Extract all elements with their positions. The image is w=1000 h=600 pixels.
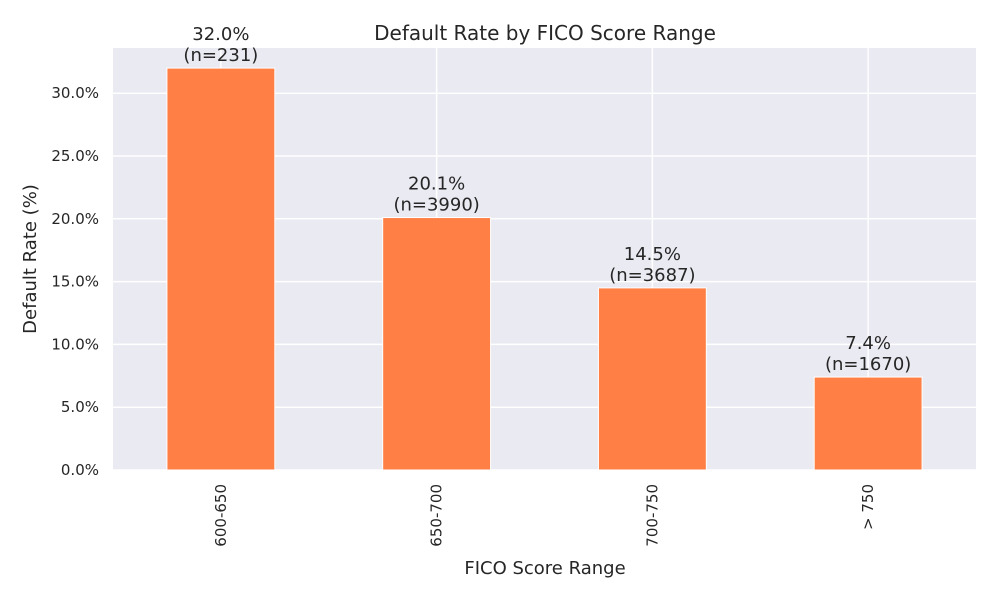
- y-axis-label: Default Rate (%): [20, 184, 41, 334]
- chart-title: Default Rate by FICO Score Range: [374, 21, 716, 45]
- x-tick-label: 600-650: [212, 484, 230, 547]
- x-axis-label: FICO Score Range: [464, 558, 625, 579]
- y-tick-label: 10.0%: [51, 335, 99, 353]
- x-tick-label: 700-750: [643, 484, 661, 547]
- bars: [166, 67, 923, 471]
- y-axis-ticks: 0.0% 5.0% 10.0% 15.0% 20.0% 25.0% 30.0%: [51, 84, 99, 479]
- x-tick-label: > 750: [859, 484, 877, 530]
- bar-value-label: 20.1% (n=3990): [393, 174, 479, 216]
- bar-value-label: 32.0% (n=231): [183, 24, 258, 66]
- y-tick-label: 30.0%: [51, 84, 99, 102]
- bar-2: [597, 287, 707, 471]
- bar-value-labels: 32.0% (n=231) 20.1% (n=3990) 14.5% (n=3687) 7.…: [183, 24, 911, 375]
- y-tick-label: 20.0%: [51, 210, 99, 228]
- y-tick-label: 25.0%: [51, 147, 99, 165]
- x-tick-label: 650-700: [428, 484, 446, 547]
- bar-value-label: 7.4% (n=1670): [825, 333, 911, 375]
- y-tick-label: 0.0%: [61, 461, 99, 479]
- y-tick-label: 15.0%: [51, 273, 99, 291]
- y-tick-label: 5.0%: [61, 398, 99, 416]
- bar-0: [166, 67, 276, 471]
- bar-value-label: 14.5% (n=3687): [609, 244, 695, 286]
- bar-1: [382, 217, 492, 471]
- bar-3: [813, 376, 923, 471]
- x-axis-ticks: 600-650 650-700 700-750 > 750: [212, 484, 877, 547]
